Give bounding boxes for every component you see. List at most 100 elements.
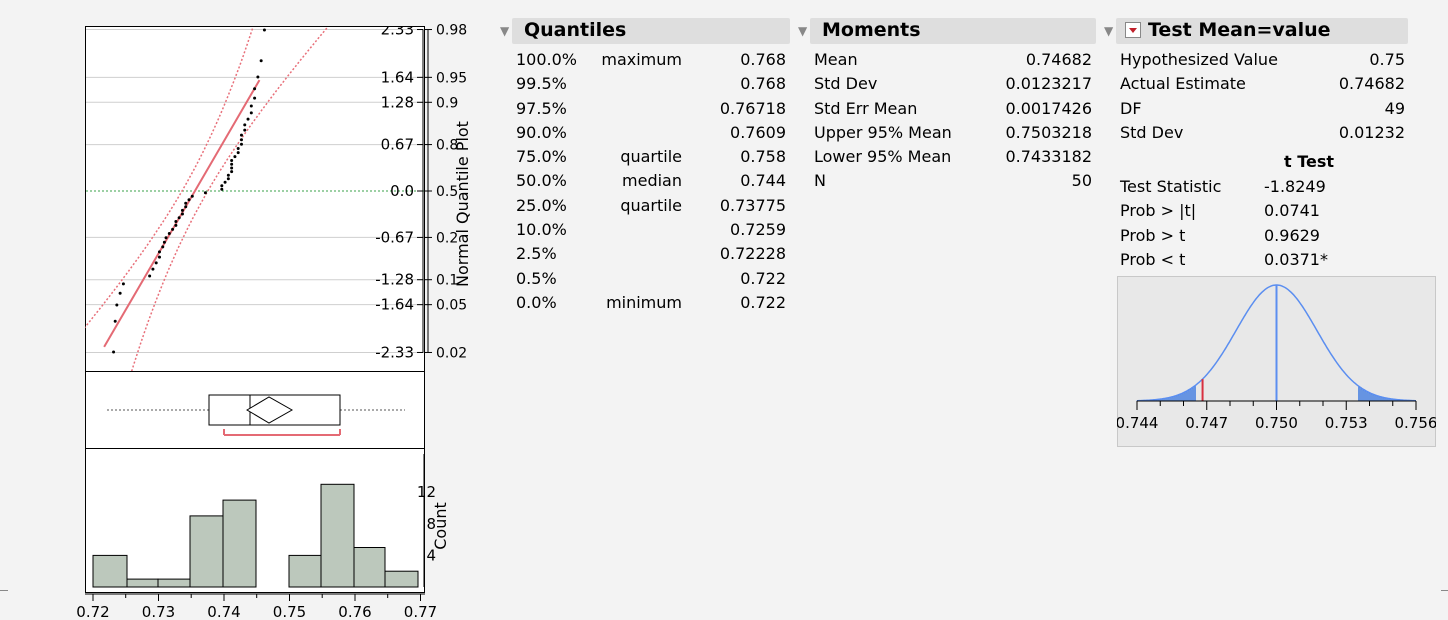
data-point [177,216,181,220]
data-point [239,138,243,142]
z-tick-label: -1.28 [375,271,414,289]
moment-row: Mean 0.74682 [814,48,1092,72]
histogram-frame [85,448,425,593]
t-test-label: Prob < t [1120,249,1186,269]
moment-row: N 50 [814,169,1092,193]
data-point [249,111,253,115]
data-point [112,350,116,354]
data-point [187,198,191,202]
quantile-value: 0.7259 [730,220,786,240]
x-tick-label: 0.77 [404,603,437,620]
histogram-bar [126,578,159,588]
t-test-row: Prob > t 0.9629 [1120,224,1405,248]
data-point [115,303,119,307]
test-label: Std Dev [1120,122,1184,142]
x-tick-label: 0.76 [338,603,371,620]
t-axis-tick-label: 0.750 [1255,414,1298,432]
moments-header[interactable]: ▼ Moments [798,18,1096,44]
quantile-row: 25.0% quartile 0.73775 [516,194,786,218]
moment-label: Std Err Mean [814,98,918,118]
moment-row: Lower 95% Mean 0.7433182 [814,145,1092,169]
data-point [256,75,260,79]
test-value: 0.74682 [1338,74,1405,94]
t-test-label: Test Statistic [1120,177,1222,196]
data-point [162,240,166,244]
data-point [174,219,178,223]
t-distribution-plot: 0.744 0.747 0.750 0.753 0.756 [1117,284,1436,432]
t-axis-tick-label: 0.744 [1117,414,1158,432]
quantile-label: maximum [601,50,682,69]
quantile-row: 75.0% quartile 0.758 [516,145,786,169]
quantile-plot-frame: 2.33 1.64 1.28 0.67 0.0 -0.67 -1.28 -1.64 -2.33 [85,26,425,372]
normal-quantile-plot: 2.33 1.64 1.28 0.67 0.0 -0.67 -1.28 -1.64 -2.33 [85,26,424,372]
moment-value: 0.7503218 [1005,122,1092,142]
data-point [157,255,161,259]
quantile-label: median [622,171,682,191]
prob-tick-label: 0.02 [436,345,467,361]
data-point [243,128,247,132]
prob-tick-label: 0.98 [436,23,467,39]
quantiles-header[interactable]: ▼ Quantiles [500,18,790,44]
quantile-pct: 10.0% [516,220,567,240]
disclosure-triangle-icon[interactable]: ▼ [798,24,808,38]
data-point [184,201,188,205]
data-point [230,166,234,170]
red-menu-icon[interactable] [1125,22,1141,38]
edge-mark-left [0,590,8,591]
count-tick-label: 8 [426,515,436,533]
test-value: 0.75 [1369,50,1405,69]
test-row: Hypothesized Value 0.75 [1120,48,1405,72]
t-test-label: Prob > |t| [1120,201,1197,221]
prob-tick-label: 0.95 [436,70,467,86]
confidence-band-upper [85,27,254,329]
edge-mark-right [1441,590,1448,591]
t-distribution-panel: 0.744 0.747 0.750 0.753 0.756 [1117,276,1436,447]
data-point [164,236,168,240]
test-mean-header[interactable]: ▼ Test Mean=value [1104,18,1408,44]
data-point [220,184,224,188]
histogram-bar [189,515,224,588]
histogram-bar [384,570,419,588]
quantile-row: 97.5% 0.76718 [516,97,786,121]
test-row: DF 49 [1120,97,1405,121]
data-point [151,267,155,271]
data-point [233,155,237,159]
moment-value: 0.0017426 [1005,98,1092,118]
data-point [236,151,240,155]
moment-label: N [814,171,826,191]
quantile-label: quartile [620,195,682,215]
data-point [171,227,175,231]
histogram-bar [222,499,257,588]
histogram-bar [157,578,191,588]
quantile-value: 0.722 [740,268,786,288]
prob-tick-label: 0.1 [436,273,458,289]
disclosure-triangle-icon[interactable]: ▼ [500,24,510,38]
z-tick-label: 2.33 [381,26,414,39]
test-value: 0.01232 [1338,122,1405,142]
quantile-value: 0.768 [740,50,786,69]
quantile-row: 0.5% 0.722 [516,267,786,291]
data-point [230,162,234,166]
disclosure-triangle-icon[interactable]: ▼ [1104,24,1114,38]
means-diamond [246,396,294,424]
t-test-heading: t Test [1284,152,1335,171]
count-tick-label: 4 [426,546,436,564]
quantile-value: 0.73775 [719,195,786,215]
data-point [243,123,247,127]
prob-tick-label: 0.8 [436,138,458,154]
test-label: Hypothesized Value [1120,50,1278,69]
moment-label: Mean [814,50,858,69]
moments-table: Mean 0.74682 Std Dev 0.0123217 Std Err Mean 0… [814,48,1092,194]
z-tick-label: 1.64 [381,68,414,86]
quantile-pct: 100.0% [516,50,578,69]
test-label: DF [1120,98,1142,118]
quantile-row: 90.0% 0.7609 [516,121,786,145]
quantile-row: 100.0% maximum 0.768 [516,48,786,72]
histogram-bar [353,547,386,588]
data-point [239,142,243,146]
data-point [253,96,257,100]
moment-value: 0.0123217 [1005,74,1092,94]
data-point [226,177,230,181]
box-plot-frame [85,371,425,449]
t-test-value: -1.8249 [1264,177,1326,196]
